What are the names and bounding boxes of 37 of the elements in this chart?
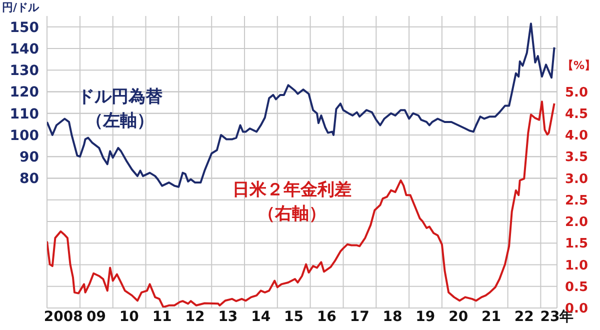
y2-tick-label: 1.0: [565, 258, 588, 274]
x-tick-label: 14: [251, 308, 271, 325]
y-tick-label: 100: [10, 128, 40, 144]
x-tick-label: 22: [514, 308, 534, 325]
y-tick-label: 130: [10, 63, 40, 80]
y-tick-label: 120: [10, 84, 40, 101]
y2-tick-label: 3.5: [565, 150, 588, 166]
x-tick-label: 17: [350, 308, 370, 325]
y2-tick-label: 5.0: [565, 85, 588, 100]
y-axis-title: 円/ドル: [2, 0, 40, 15]
y2-tick-label: 4.5: [565, 106, 588, 122]
y-tick-label: 80: [20, 171, 40, 188]
x-tick-label: 11: [152, 308, 172, 325]
x-tick-label: 2008: [44, 308, 83, 325]
y2-tick-label: 2.5: [565, 193, 588, 208]
x-tick-label: 20: [448, 308, 468, 325]
y2-tick-label: 4.0: [565, 128, 588, 144]
x-tick-label: 18: [382, 308, 402, 325]
y-tick-label: 150: [10, 20, 40, 36]
y2-axis-title: 【%】: [561, 58, 597, 73]
x-tick-label: 13: [218, 308, 238, 325]
series-label: 日米２年金利差（右軸）: [232, 179, 352, 226]
x-tick-label: 21: [481, 308, 501, 325]
y-tick-label: 140: [10, 41, 40, 58]
x-tick-label: 19: [416, 308, 436, 325]
series-label: ドル円為替（左軸）: [76, 86, 164, 133]
x-tick-label: 09: [86, 308, 106, 325]
x-tick-label: 15: [284, 308, 304, 325]
y2-tick-label: 2.0: [565, 215, 588, 230]
y2-tick-label: 1.5: [565, 236, 588, 252]
y-tick-label: 90: [20, 150, 40, 166]
x-tick-label: 12: [185, 308, 205, 325]
y2-tick-label: 3.0: [565, 172, 588, 187]
x-tick-label: 10: [119, 308, 140, 325]
x-tick-label: 16: [316, 308, 336, 325]
y-tick-label: 110: [10, 106, 40, 122]
y2-tick-label: 0.5: [565, 280, 588, 295]
